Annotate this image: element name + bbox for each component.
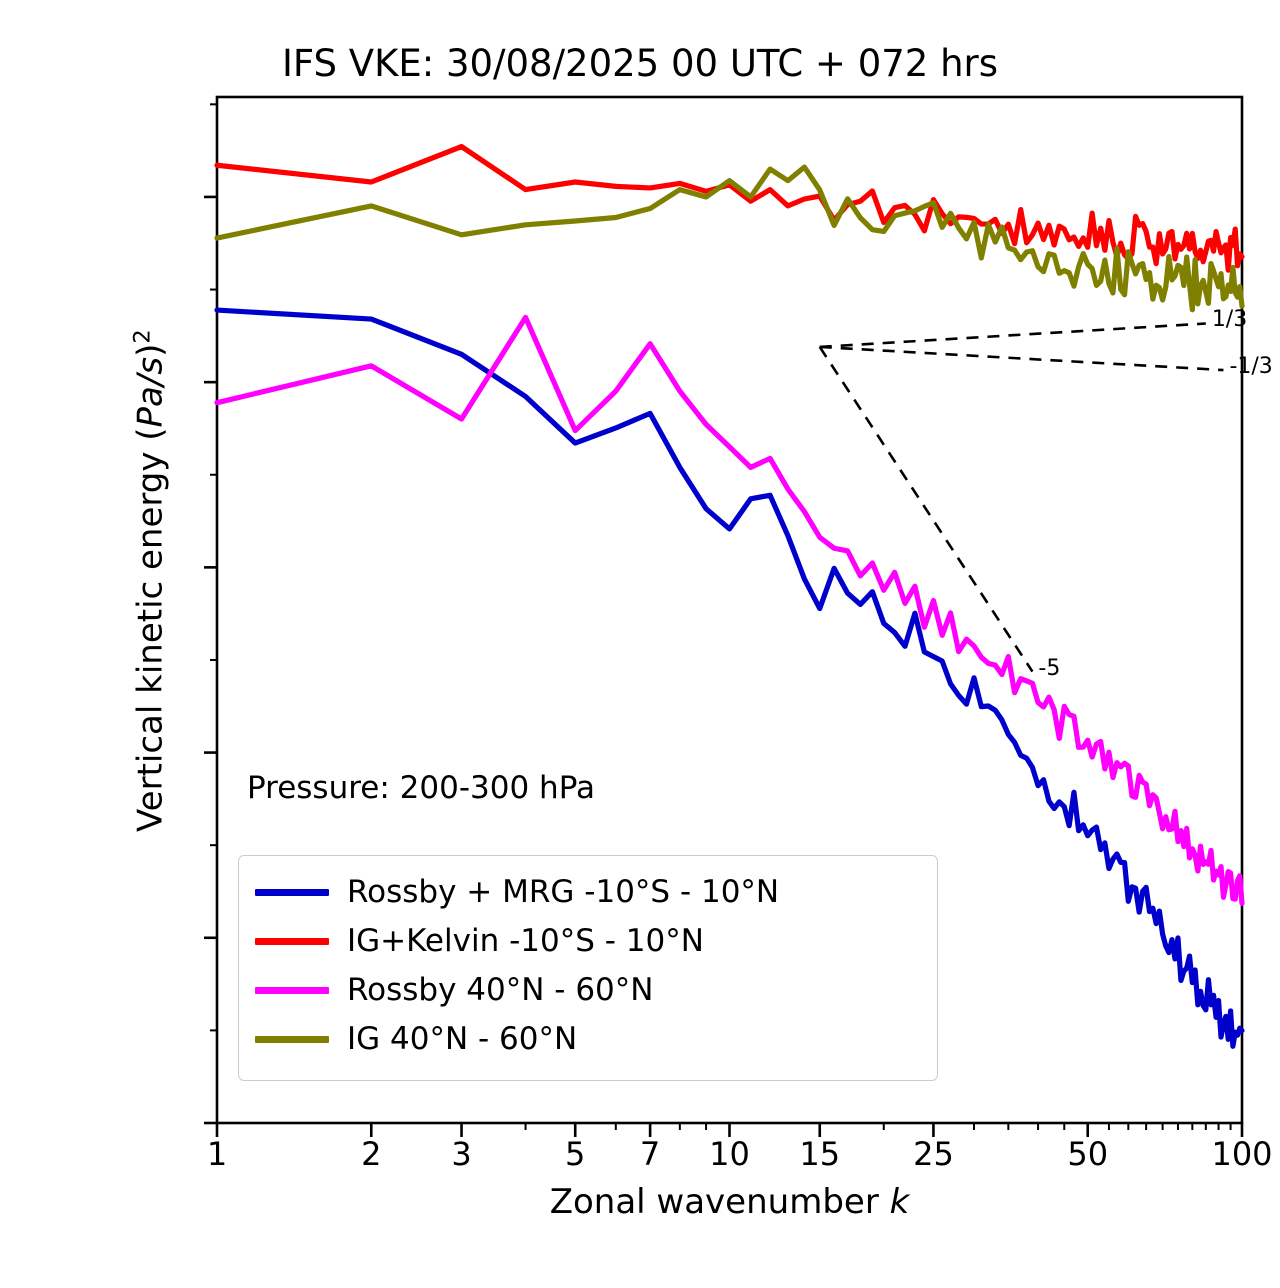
x-tick-label: 15 bbox=[799, 1135, 841, 1173]
data-series-lines bbox=[214, 143, 1245, 1049]
legend: Rossby + MRG -10°S - 10°N IG+Kelvin -10°S… bbox=[238, 855, 938, 1081]
tick-marks bbox=[204, 103, 1244, 1137]
legend-color-swatch bbox=[255, 938, 329, 945]
legend-item[interactable]: Rossby 40°N - 60°N bbox=[255, 966, 921, 1015]
x-tick-label: 10 bbox=[709, 1135, 750, 1173]
series-line-3 bbox=[214, 164, 1245, 313]
series-line-1 bbox=[214, 143, 1245, 273]
x-tick-label: 7 bbox=[639, 1135, 661, 1173]
legend-label: Rossby 40°N - 60°N bbox=[347, 972, 654, 1008]
legend-item[interactable]: IG+Kelvin -10°S - 10°N bbox=[255, 917, 921, 966]
x-tick-label: 3 bbox=[451, 1135, 472, 1173]
x-tick-label: 1 bbox=[206, 1135, 228, 1173]
legend-item[interactable]: IG 40°N - 60°N bbox=[255, 1015, 921, 1064]
x-tick-label: 2 bbox=[361, 1135, 382, 1173]
pressure-annotation: Pressure: 200-300 hPa bbox=[247, 770, 595, 806]
legend-color-swatch bbox=[255, 987, 329, 994]
series-line-0 bbox=[214, 307, 1245, 1049]
legend-color-swatch bbox=[255, 889, 329, 896]
chart-title: IFS VKE: 30/08/2025 00 UTC + 072 hrs bbox=[281, 42, 999, 85]
legend-item[interactable]: Rossby + MRG -10°S - 10°N bbox=[255, 868, 921, 917]
slope-label: -5 bbox=[1038, 655, 1061, 681]
legend-color-swatch bbox=[255, 1036, 329, 1043]
legend-label: IG 40°N - 60°N bbox=[347, 1021, 578, 1057]
x-tick-label: 50 bbox=[1067, 1135, 1109, 1173]
slope-label: 1/3 bbox=[1211, 307, 1248, 333]
x-tick-label: 100 bbox=[1211, 1135, 1273, 1173]
legend-label: Rossby + MRG -10°S - 10°N bbox=[347, 874, 780, 910]
x-axis-label: Zonal wavenumber k bbox=[549, 1182, 910, 1222]
legend-label: IG+Kelvin -10°S - 10°N bbox=[347, 923, 704, 959]
slope-label: -1/3 bbox=[1229, 354, 1273, 380]
x-tick-label: 25 bbox=[913, 1135, 954, 1173]
reference-slope-lines bbox=[818, 322, 1224, 673]
x-tick-label: 5 bbox=[565, 1135, 586, 1173]
series-line-2 bbox=[214, 314, 1245, 906]
